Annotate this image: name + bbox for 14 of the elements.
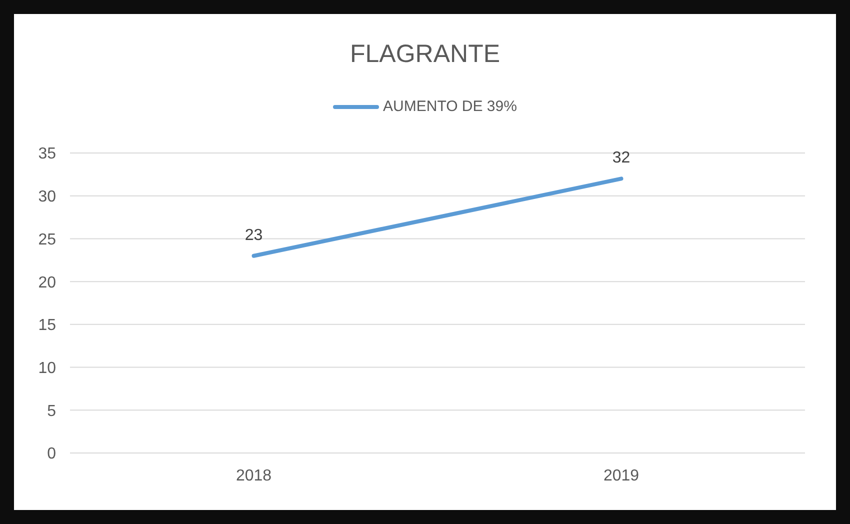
y-tick-label: 35 [38,146,56,163]
data-label: 32 [612,150,630,167]
y-tick-label: 10 [38,360,56,377]
legend-label: AUMENTO DE 39% [383,98,517,115]
chart-title: FLAGRANTE [348,40,502,69]
y-tick-label: 0 [47,446,56,463]
x-tick-label: 2019 [603,467,640,484]
y-tick-label: 25 [38,231,56,248]
y-tick-label: 5 [47,402,56,420]
y-tick-label: 20 [38,274,56,292]
data-label: 23 [244,226,263,244]
y-tick-label: 30 [38,188,56,206]
x-tick-label: 2018 [236,467,272,484]
y-tick-label: 15 [38,317,56,334]
